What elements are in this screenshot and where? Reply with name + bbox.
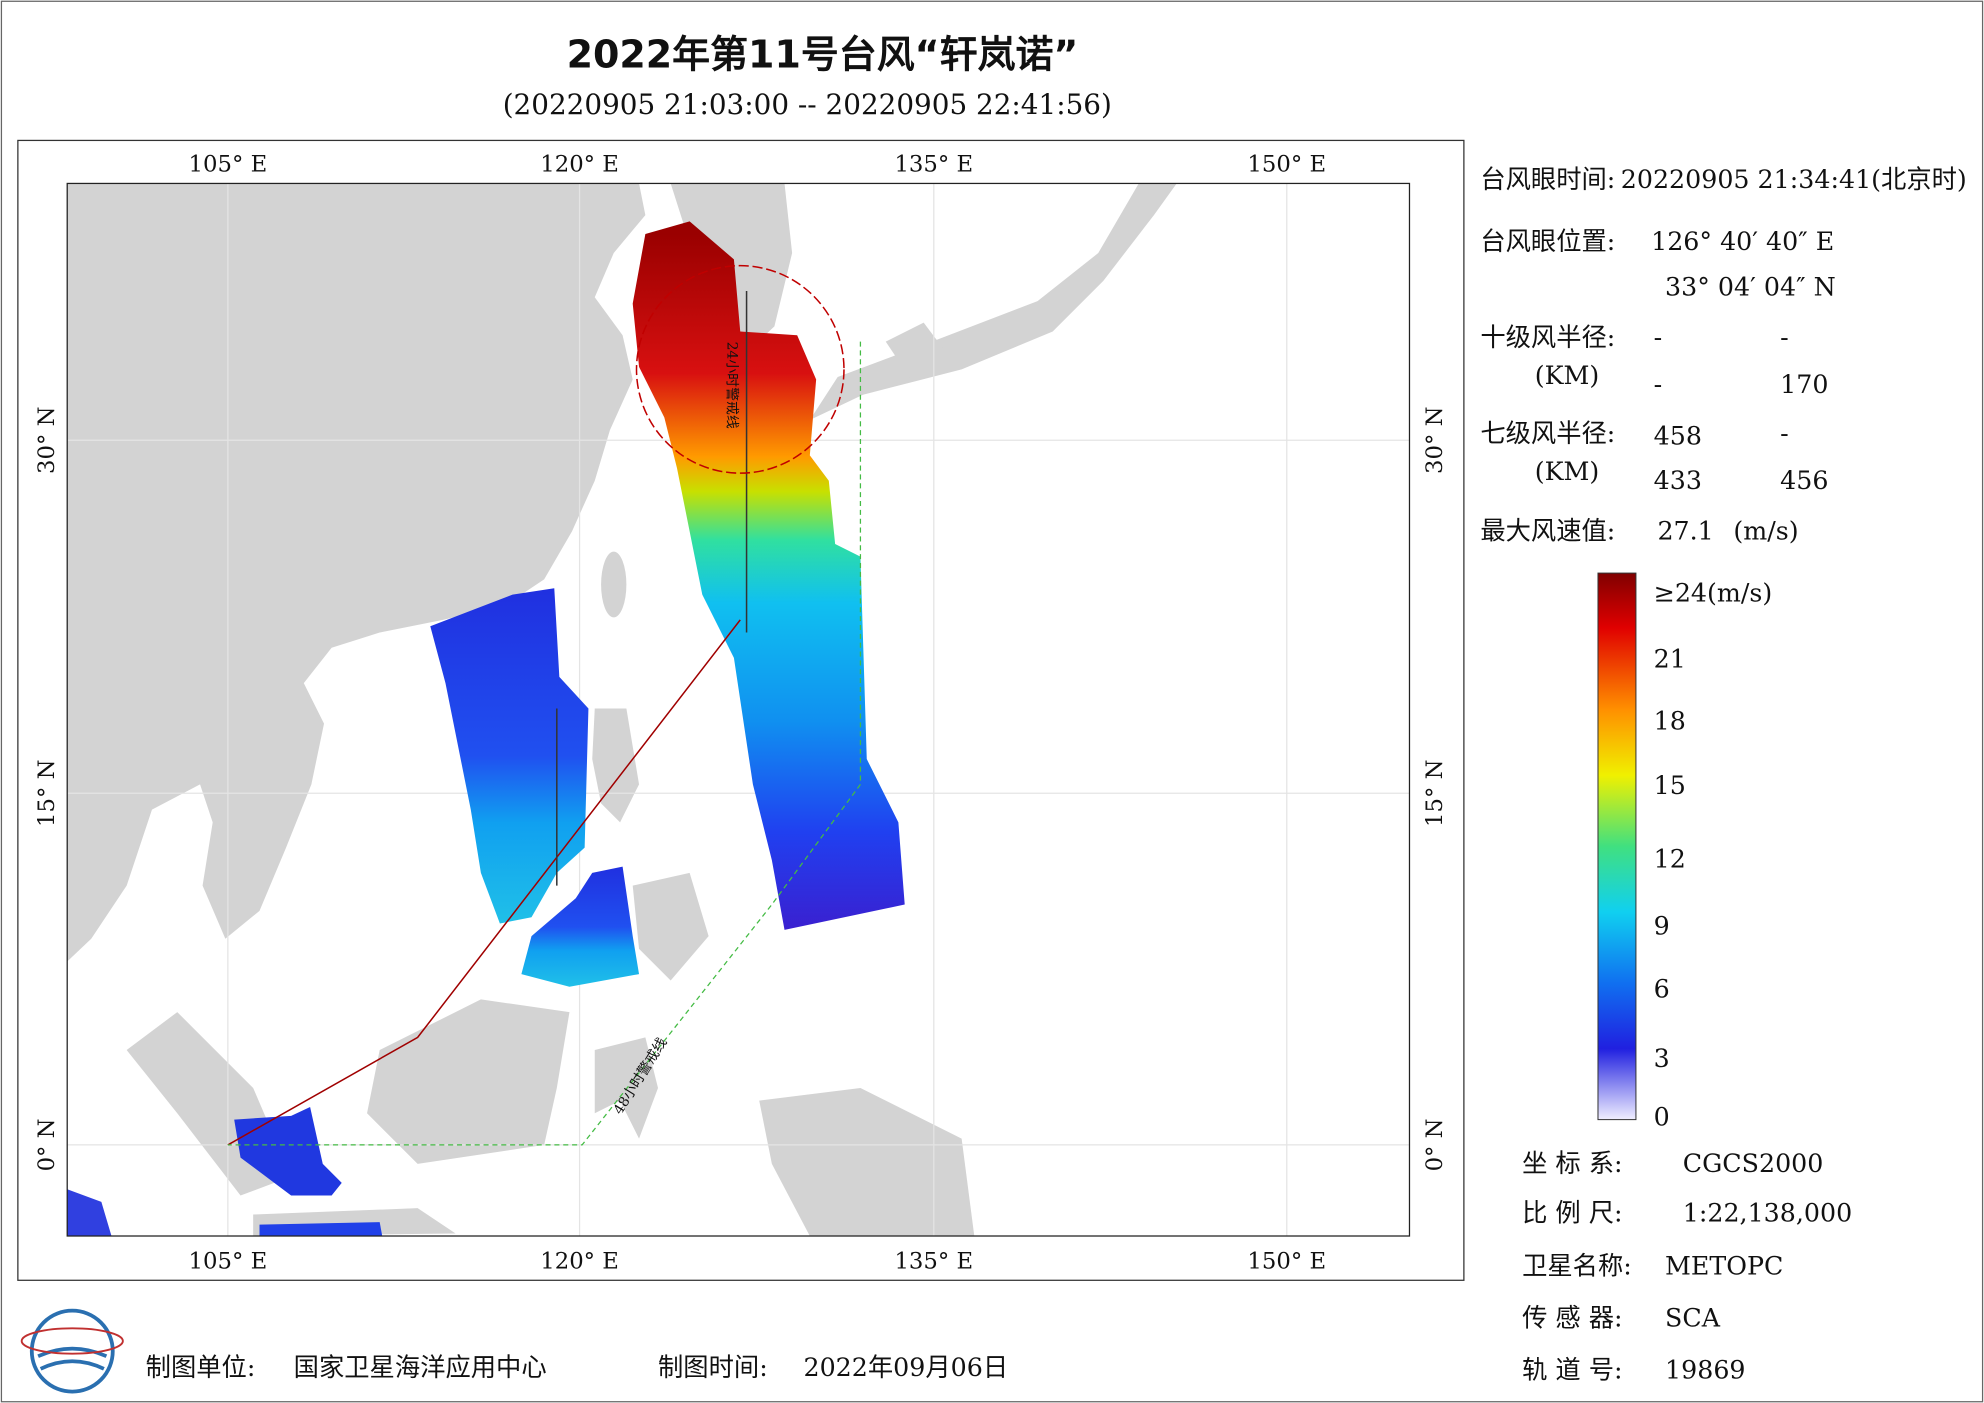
- footer-label: 制图单位:: [146, 1353, 256, 1382]
- footer-label: 制图时间:: [658, 1353, 768, 1382]
- lon-label: 150° E: [1247, 1249, 1326, 1275]
- meta-value: SCA: [1665, 1304, 1721, 1333]
- warning-lines: [227, 264, 862, 1146]
- value: 456: [1780, 466, 1828, 495]
- lon-label: 105° E: [189, 152, 268, 178]
- meta-value: 19869: [1665, 1355, 1745, 1384]
- label: 最大风速值:: [1480, 517, 1615, 546]
- value: 20220905 21:34:41(北京时): [1621, 165, 1967, 194]
- lat-label: 0° N: [1422, 1118, 1448, 1171]
- colorbar-tick-label: 18: [1654, 706, 1686, 735]
- meta-value: METOPC: [1665, 1252, 1783, 1281]
- lon-label: 150° E: [1247, 152, 1326, 178]
- map-axes: 105° E 105° E 120° E 120° E 135° E 135° E 150°…: [34, 152, 1448, 1275]
- colorbar-label: ≥24(m/s): [1654, 579, 1773, 608]
- info-panel: 台风眼时间: 20220905 21:34:41(北京时) 台风眼位置: 126…: [1480, 165, 1966, 546]
- value: 170: [1780, 370, 1828, 399]
- value: 33° 04′ 04″ N: [1665, 272, 1836, 301]
- meta-value: 1:22,138,000: [1683, 1198, 1852, 1227]
- value: (m/s): [1733, 517, 1798, 546]
- colorbar-tick-label: 12: [1654, 844, 1686, 873]
- lon-label: 120° E: [540, 152, 619, 178]
- lon-label: 120° E: [540, 1249, 619, 1275]
- colorbar-ticks: 21 18 15 12 9 6 3 0: [1654, 644, 1686, 1131]
- logo: [20, 1308, 124, 1394]
- colorbar-tick-label: 3: [1654, 1044, 1670, 1073]
- title: 2022年第11号台风“轩岚诺”: [567, 32, 1079, 76]
- lon-label: 135° E: [894, 1249, 973, 1275]
- label: 台风眼位置:: [1480, 227, 1615, 256]
- label: (KM): [1535, 457, 1600, 486]
- land: [67, 183, 1177, 1237]
- label: 十级风半径:: [1480, 323, 1615, 352]
- lat-label: 0° N: [34, 1118, 60, 1171]
- label: 七级风半径:: [1480, 419, 1615, 448]
- lon-label: 105° E: [189, 1249, 268, 1275]
- warning-label: 24小时警戒线: [723, 342, 739, 429]
- value: 27.1: [1657, 517, 1713, 546]
- grid: [67, 183, 1410, 1237]
- meta-label: 比 例 尺:: [1522, 1198, 1623, 1227]
- lat-label: 30° N: [1422, 406, 1448, 474]
- map-border: [66, 182, 1411, 1237]
- lon-label: 135° E: [894, 152, 973, 178]
- wind-swaths: [67, 221, 905, 1237]
- value: 126° 40′ 40″ E: [1651, 227, 1834, 256]
- lat-label: 15° N: [34, 759, 60, 827]
- label: 台风眼时间:: [1480, 165, 1615, 194]
- colorbar-tick-label: 21: [1654, 644, 1686, 673]
- meta-label: 坐 标 系:: [1522, 1149, 1623, 1178]
- colorbar: [1597, 572, 1637, 1121]
- meta: 坐 标 系: CGCS2000 比 例 尺: 1:22,138,000 卫星名称: MET…: [1522, 1149, 1852, 1384]
- colorbar-tick-label: 6: [1654, 975, 1670, 1004]
- meta-value: CGCS2000: [1683, 1149, 1824, 1178]
- subtitle: (20220905 21:03:00 -- 20220905 22:41:56): [503, 88, 1112, 121]
- colorbar-tick-label: 15: [1654, 771, 1686, 800]
- meta-label: 传 感 器:: [1522, 1304, 1623, 1333]
- value: 458: [1654, 422, 1702, 451]
- lat-label: 15° N: [1422, 759, 1448, 827]
- value: 433: [1654, 466, 1702, 495]
- value: -: [1654, 370, 1663, 399]
- footer-value: 国家卫星海洋应用中心: [294, 1353, 547, 1382]
- footer-value: 2022年09月06日: [803, 1353, 1008, 1382]
- value: -: [1780, 419, 1789, 448]
- colorbar-tick-label: 9: [1654, 911, 1670, 940]
- map: 48小时警戒线 24小时警戒线: [67, 183, 1410, 1237]
- colorbar-tick-label: 0: [1654, 1102, 1670, 1131]
- label: (KM): [1535, 361, 1600, 390]
- lat-label: 30° N: [34, 406, 60, 474]
- meta-label: 卫星名称:: [1522, 1252, 1632, 1281]
- meta-label: 轨 道 号:: [1522, 1355, 1623, 1384]
- value: -: [1780, 323, 1789, 352]
- value: -: [1654, 323, 1663, 352]
